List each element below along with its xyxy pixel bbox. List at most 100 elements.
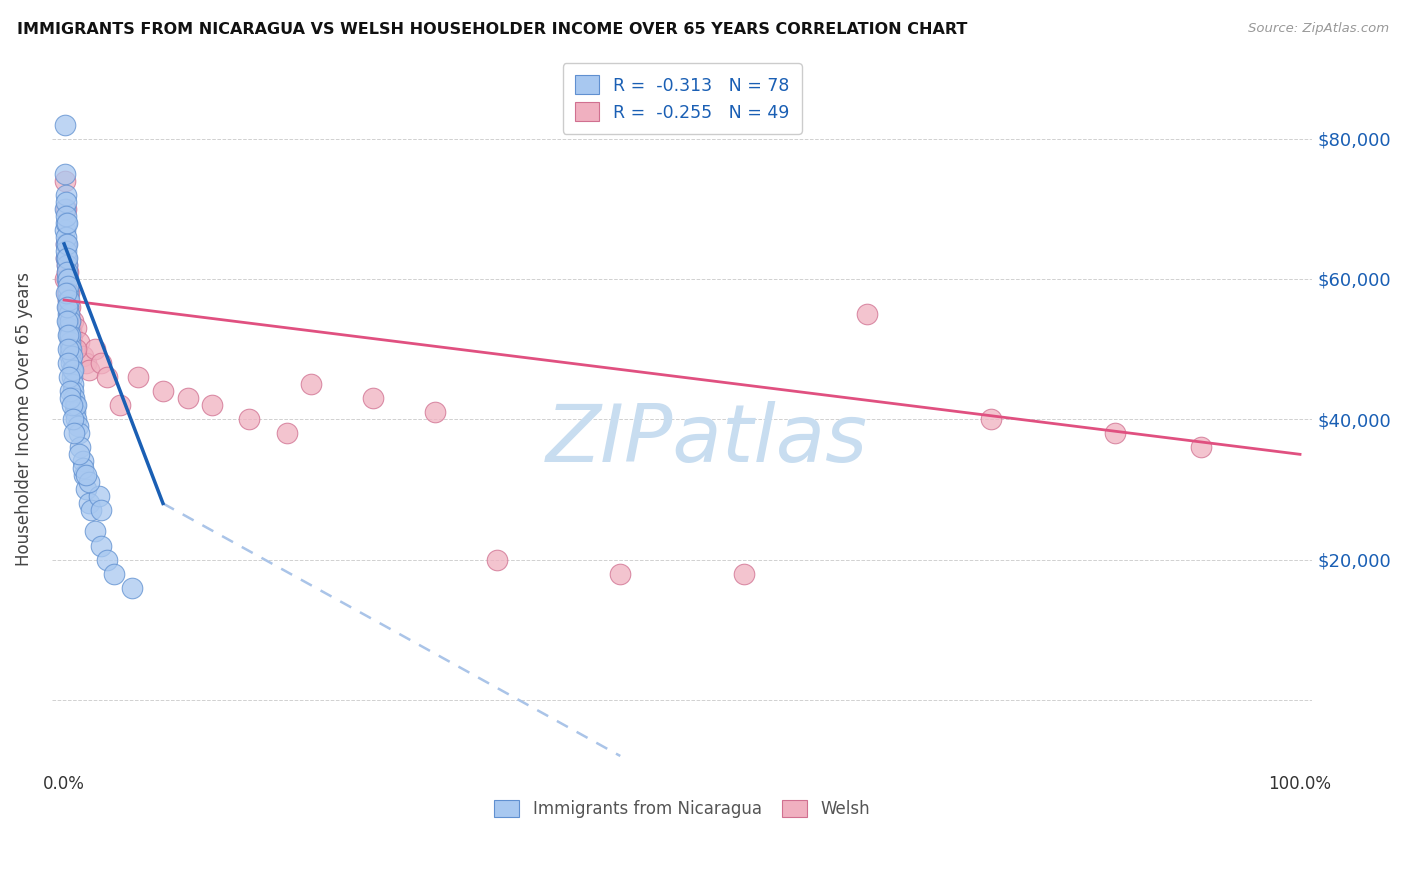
Point — [55, 272, 77, 286]
Point — [55, 265, 77, 279]
Point — [55, 251, 77, 265]
Point — [56, 279, 79, 293]
Point — [55, 251, 77, 265]
Point — [65, 398, 87, 412]
Point — [53, 174, 76, 188]
Point — [127, 370, 149, 384]
Point — [84, 342, 107, 356]
Point — [77, 475, 100, 490]
Point — [63, 391, 86, 405]
Point — [856, 307, 879, 321]
Point — [59, 342, 82, 356]
Point — [53, 272, 76, 286]
Point — [59, 321, 82, 335]
Point — [75, 468, 97, 483]
Point — [62, 412, 84, 426]
Point — [69, 440, 91, 454]
Point — [53, 202, 76, 216]
Point — [58, 314, 80, 328]
Point — [59, 314, 82, 328]
Point — [58, 370, 80, 384]
Point — [63, 426, 86, 441]
Point — [58, 307, 80, 321]
Point — [84, 524, 107, 539]
Point — [77, 363, 100, 377]
Point — [53, 223, 76, 237]
Point — [73, 468, 96, 483]
Point — [58, 300, 80, 314]
Point — [103, 566, 125, 581]
Point — [56, 307, 79, 321]
Point — [58, 293, 80, 307]
Point — [62, 314, 84, 328]
Point — [56, 272, 79, 286]
Point — [59, 314, 82, 328]
Point — [65, 321, 87, 335]
Point — [55, 202, 77, 216]
Point — [67, 447, 90, 461]
Point — [59, 384, 82, 399]
Point — [56, 265, 79, 279]
Point — [59, 342, 82, 356]
Point — [58, 307, 80, 321]
Point — [60, 328, 83, 343]
Point — [980, 412, 1002, 426]
Point — [63, 398, 86, 412]
Point — [80, 503, 103, 517]
Point — [485, 552, 508, 566]
Point — [276, 426, 298, 441]
Point — [65, 412, 87, 426]
Point — [58, 328, 80, 343]
Point — [56, 272, 79, 286]
Point — [96, 370, 118, 384]
Point — [59, 349, 82, 363]
Point — [65, 405, 87, 419]
Point — [58, 300, 80, 314]
Point — [53, 167, 76, 181]
Point — [238, 412, 260, 426]
Point — [55, 236, 77, 251]
Point — [90, 539, 112, 553]
Point — [72, 454, 94, 468]
Text: ZIPatlas: ZIPatlas — [546, 401, 868, 479]
Point — [67, 335, 90, 350]
Point — [56, 285, 79, 300]
Point — [55, 258, 77, 272]
Point — [201, 398, 224, 412]
Point — [56, 216, 79, 230]
Point — [361, 391, 384, 405]
Point — [60, 398, 83, 412]
Point — [56, 342, 79, 356]
Point — [72, 349, 94, 363]
Point — [62, 377, 84, 392]
Point — [59, 356, 82, 370]
Point — [55, 209, 77, 223]
Point — [96, 552, 118, 566]
Y-axis label: Householder Income Over 65 years: Householder Income Over 65 years — [15, 272, 32, 566]
Point — [59, 314, 82, 328]
Legend: Immigrants from Nicaragua, Welsh: Immigrants from Nicaragua, Welsh — [488, 793, 876, 825]
Point — [56, 251, 79, 265]
Point — [59, 328, 82, 343]
Point — [55, 236, 77, 251]
Point — [72, 461, 94, 475]
Point — [53, 118, 76, 132]
Point — [55, 285, 77, 300]
Point — [75, 356, 97, 370]
Point — [60, 370, 83, 384]
Point — [55, 230, 77, 244]
Text: Source: ZipAtlas.com: Source: ZipAtlas.com — [1249, 22, 1389, 36]
Point — [75, 483, 97, 497]
Point — [152, 384, 174, 399]
Point — [121, 581, 143, 595]
Point — [60, 363, 83, 377]
Point — [55, 244, 77, 258]
Point — [55, 300, 77, 314]
Point — [63, 342, 86, 356]
Point — [423, 405, 446, 419]
Point — [1189, 440, 1212, 454]
Point — [55, 216, 77, 230]
Point — [62, 363, 84, 377]
Point — [87, 490, 110, 504]
Point — [56, 293, 79, 307]
